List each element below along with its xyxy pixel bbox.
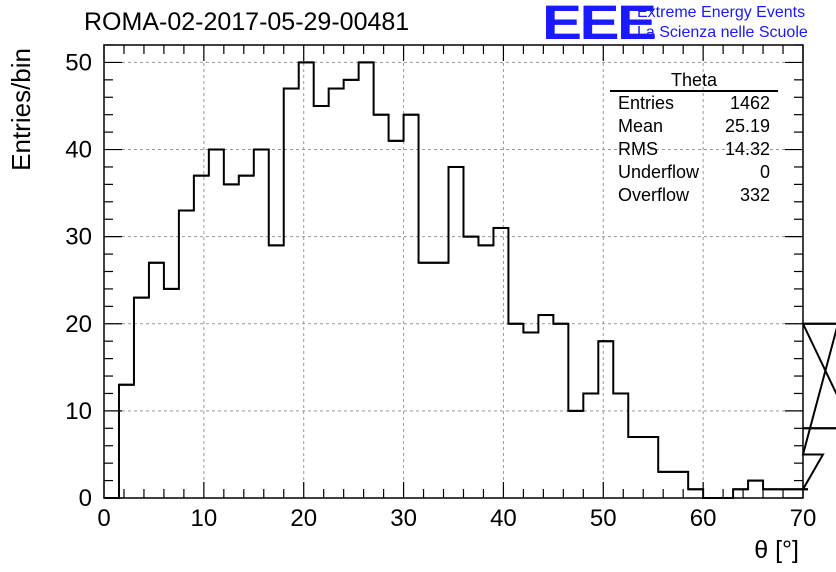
stats-value: 25.19: [724, 116, 770, 136]
y-tick-label: 10: [65, 398, 92, 425]
stats-row-entries: Entries 1462: [610, 92, 778, 115]
x-tick-label: 50: [590, 505, 617, 532]
x-axis-label: θ [°]: [754, 536, 799, 564]
stats-title: Theta: [610, 70, 778, 92]
x-tick-label: 70: [790, 505, 817, 532]
logo-line-1: Extreme Energy Events: [637, 4, 806, 21]
stats-box: Theta Entries 1462 Mean 25.19 RMS 14.32 Underf…: [610, 70, 778, 207]
stats-label: RMS: [618, 139, 658, 159]
stats-label: Mean: [618, 116, 664, 136]
chart-title: ROMA-02-2017-05-29-00481: [84, 8, 410, 36]
stats-value: 0: [759, 162, 770, 182]
y-tick-label: 20: [65, 311, 92, 338]
stats-row-underflow: Underflow 0: [610, 161, 778, 184]
x-tick-label: 0: [97, 505, 110, 532]
y-tick-label: 0: [79, 485, 92, 512]
logo-line-2: La Scienza nelle Scuole: [637, 24, 808, 41]
stats-value: 14.32: [724, 139, 770, 159]
logo-caption: Extreme Energy Events La Scienza nelle S…: [637, 3, 808, 43]
y-tick-label: 30: [65, 224, 92, 251]
stats-value: 1462: [729, 93, 770, 113]
x-tick-label: 20: [290, 505, 317, 532]
x-tick-label: 10: [191, 505, 218, 532]
y-axis-label: Entries/bin: [6, 48, 36, 171]
x-tick-label: 40: [490, 505, 517, 532]
y-tick-label: 40: [65, 137, 92, 164]
stats-row-mean: Mean 25.19: [610, 115, 778, 138]
stats-label: Underflow: [618, 162, 700, 182]
eee-logo: EEE: [542, 0, 657, 50]
x-tick-label: 60: [690, 505, 717, 532]
stats-row-rms: RMS 14.32: [610, 138, 778, 161]
x-tick-label: 30: [390, 505, 417, 532]
stats-row-overflow: Overflow 332: [610, 184, 778, 207]
stats-label: Entries: [618, 93, 675, 113]
stats-label: Overflow: [618, 185, 690, 205]
stats-value: 332: [739, 185, 770, 205]
y-tick-label: 50: [65, 49, 92, 76]
